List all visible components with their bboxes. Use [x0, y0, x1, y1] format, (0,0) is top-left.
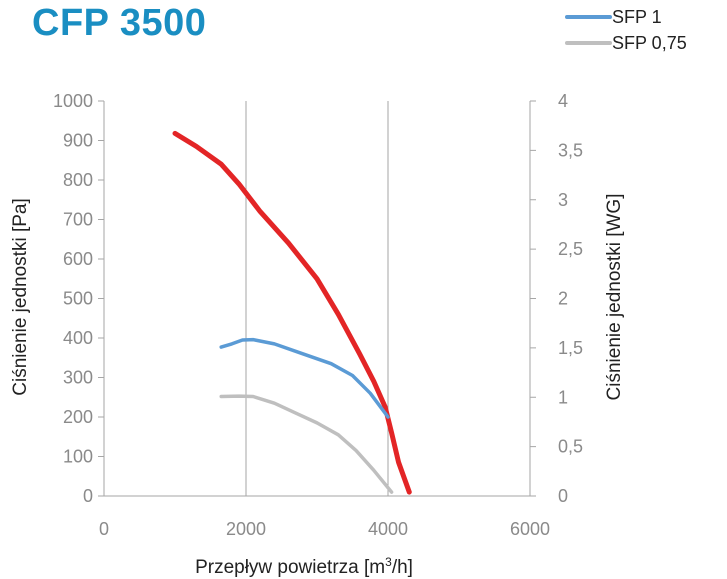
y-tick-label-9: 900: [63, 131, 93, 151]
series-line-fan-curve: [172, 130, 412, 495]
y-tick-label-8: 800: [63, 170, 93, 190]
x-tick-label-1: 2000: [226, 519, 266, 539]
legend-label-sfp-075: SFP 0,75: [612, 33, 687, 53]
y2-axis-title: Ciśnienie jednostki [WG]: [604, 194, 625, 401]
y2-tick-label-4: 2: [558, 289, 568, 309]
y2-tick-label-8: 4: [558, 91, 568, 111]
y2-tick-label-7: 3,5: [558, 140, 583, 160]
y-tick-label-5: 500: [63, 289, 93, 309]
y2-tick-label-0: 0: [558, 486, 568, 506]
x-tick-label-3: 6000: [510, 519, 550, 539]
x-tick-label-0: 0: [99, 519, 109, 539]
page-title: CFP 3500: [32, 2, 207, 44]
y2-tick-label-6: 3: [558, 190, 568, 210]
x-axis-title: Przepływ powietrza [m3/h]: [195, 555, 413, 578]
tick-labels: 0 100 200 300 400 500 600 700 800 900 1000 0 0,5 1 1,5…: [53, 91, 583, 539]
grid-lines: [245, 101, 531, 496]
y-tick-label-7: 700: [63, 210, 93, 230]
series-layer: [172, 130, 412, 495]
y-tick-label-1: 100: [63, 447, 93, 467]
legend: SFP 1 SFP 0,75: [565, 7, 687, 53]
y-axis-title: Ciśnienie jednostki [Pa]: [10, 198, 31, 396]
y-tick-label-6: 600: [63, 249, 93, 269]
y2-tick-label-2: 1: [558, 387, 568, 407]
series-line-sfp-1: [219, 337, 390, 419]
y2-tick-label-5: 2,5: [558, 239, 583, 259]
y-tick-label-10: 1000: [53, 91, 93, 111]
y-tick-label-2: 200: [63, 407, 93, 427]
x-tick-label-2: 4000: [368, 519, 408, 539]
y-tick-label-3: 300: [63, 368, 93, 388]
axes: [98, 100, 536, 497]
legend-label-sfp-1: SFP 1: [612, 7, 662, 27]
y2-tick-label-3: 1,5: [558, 338, 583, 358]
y-tick-label-0: 0: [83, 486, 93, 506]
y2-tick-label-1: 0,5: [558, 437, 583, 457]
series-line-sfp-075: [219, 394, 394, 494]
y-tick-label-4: 400: [63, 328, 93, 348]
